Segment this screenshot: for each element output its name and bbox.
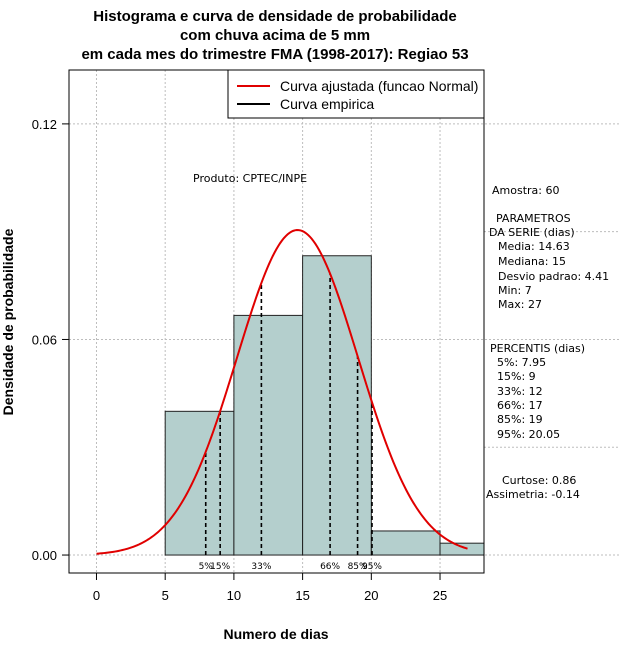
x-tick-label: 10: [227, 588, 241, 603]
percentile-lines: 5%15% 33% 66% 85%95%: [199, 273, 382, 572]
y-axis: 0.00 0.06 0.12: [32, 117, 69, 563]
percentile-label: 15%: [210, 562, 230, 572]
percentile-label: 66%: [320, 562, 340, 572]
skewness: Assimetria: -0.14: [486, 488, 580, 501]
x-tick-label: 25: [433, 588, 447, 603]
grid: [69, 70, 620, 573]
params-line-1: DA SERIE (dias): [489, 226, 575, 239]
y-tick-label: 0.12: [32, 117, 57, 132]
x-tick-label: 15: [295, 588, 309, 603]
y-tick-label: 0.06: [32, 332, 57, 347]
params-line-5: Min: 7: [498, 284, 532, 297]
legend-box: [227, 69, 485, 119]
percentile-label: 33%: [251, 562, 271, 572]
percentis-line-3: 33%: 12: [497, 385, 543, 398]
y-tick-label: 0.00: [32, 548, 57, 563]
normal-curve: [96, 229, 468, 555]
histogram-bar: [164, 410, 235, 556]
legend: Curva ajustada (funcao Normal) Curva emp…: [227, 69, 485, 119]
percentile-label: 95%: [362, 562, 382, 572]
x-tick-label: 20: [364, 588, 378, 603]
side-statistics: Amostra: 60 PARAMETROS DA SERIE (dias) M…: [486, 184, 609, 501]
params-line-6: Max: 27: [498, 298, 542, 311]
x-tick-label: 0: [93, 588, 100, 603]
histogram-bar: [370, 530, 441, 556]
percentis-line-1: 5%: 7.95: [497, 356, 546, 369]
product-annotation: Produto: CPTEC/INPE: [193, 172, 307, 185]
percentile-label: 85%: [348, 562, 368, 572]
legend-label-empirical: Curva empirica: [280, 96, 374, 112]
params-line-3: Mediana: 15: [498, 255, 566, 268]
histogram-bars: [164, 255, 484, 556]
y-axis-label: Densidade de probabilidade: [0, 228, 16, 415]
params-line-2: Media: 14.63: [498, 240, 570, 253]
chart-title-line-2: com chuva acima de 5 mm: [180, 27, 370, 44]
params-line-0: PARAMETROS: [496, 212, 571, 225]
percentis-line-2: 15%: 9: [497, 370, 536, 383]
x-tick-label: 5: [162, 588, 169, 603]
percentile-label: 5%: [199, 562, 214, 572]
chart-title-line-3: em cada mes do trimestre FMA (1998-2017)…: [81, 46, 468, 63]
legend-label-fit: Curva ajustada (funcao Normal): [280, 78, 478, 94]
percentis-line-4: 66%: 17: [497, 399, 543, 412]
histogram-bar: [302, 255, 372, 556]
normal-curve-path: [96, 229, 468, 555]
histogram-bar: [233, 314, 304, 556]
x-axis-label: Numero de dias: [223, 626, 328, 642]
params-line-4: Desvio padrao: 4.41: [498, 270, 609, 283]
percentis-line-0: PERCENTIS (dias): [490, 342, 585, 355]
sample-size: Amostra: 60: [492, 184, 559, 197]
x-axis: 0 5 10 15 20 25: [93, 572, 447, 603]
histogram-bar: [439, 542, 484, 556]
percentis-line-5: 85%: 19: [497, 413, 543, 426]
kurtosis: Curtose: 0.86: [502, 474, 576, 487]
percentis-line-6: 95%: 20.05: [497, 428, 560, 441]
chart-title-line-1: Histograma e curva de densidade de proba…: [93, 8, 456, 25]
